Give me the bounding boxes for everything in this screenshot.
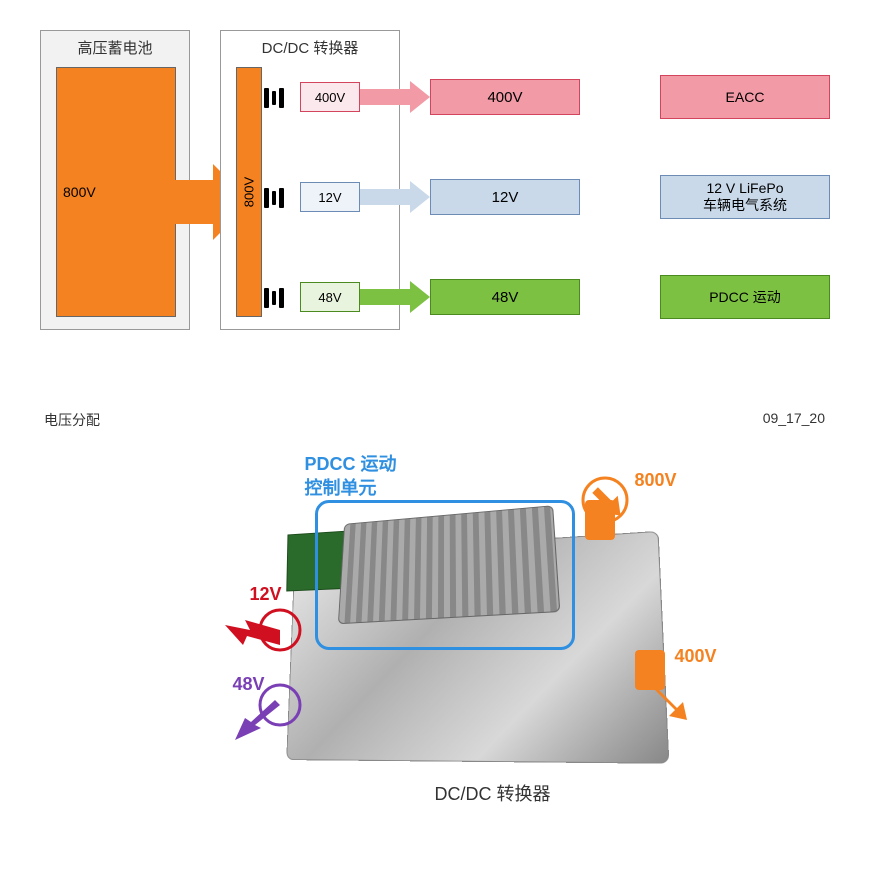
legend-line: 车辆电气系统 (703, 197, 787, 214)
output-arrow-stem (360, 189, 410, 205)
legend-box: 12 V LiFePo车辆电气系统 (660, 175, 830, 219)
output-small-box: 400V (300, 82, 360, 112)
battery-voltage-label: 800V (63, 184, 96, 200)
battery-box: 高压蓄电池 800V (40, 30, 190, 330)
pdcc-outline (315, 500, 575, 650)
battery-title: 高压蓄电池 (41, 31, 189, 58)
voltage-distribution-diagram: 高压蓄电池 800V DC/DC 转换器 800V 400V 400V EACC 12… (40, 30, 829, 350)
caption-left: 电压分配 (44, 410, 100, 430)
output-big-box: 400V (430, 79, 580, 115)
label-48v: 48V (233, 674, 265, 695)
legend-box: EACC (660, 75, 830, 119)
output-small-box: 48V (300, 282, 360, 312)
legend-line: PDCC 运动 (709, 289, 781, 306)
label-800v: 800V (635, 470, 677, 491)
output-arrow-head (410, 181, 430, 213)
output-arrow-head (410, 81, 430, 113)
converter-strip: 800V (236, 67, 262, 317)
arrow-400v-icon (635, 670, 705, 740)
label-400v: 400V (675, 646, 717, 667)
converter-title: DC/DC 转换器 (221, 31, 399, 58)
converter-photo-label: DC/DC 转换器 (435, 780, 551, 806)
coupling-bars (264, 188, 284, 208)
output-big-box: 48V (430, 279, 580, 315)
coupling-bars (264, 288, 284, 308)
output-arrow-stem (360, 89, 410, 105)
battery-fill: 800V (56, 67, 176, 317)
output-arrow-head (410, 281, 430, 313)
legend-line: 12 V LiFePo (706, 180, 783, 197)
pdcc-label-line2: 控制单元 (305, 474, 377, 500)
pdcc-label-line1: PDCC 运动 (305, 450, 397, 476)
label-12v: 12V (250, 584, 282, 605)
main-arrow-stem (175, 180, 213, 224)
caption-right: 09_17_20 (763, 410, 825, 430)
coupling-bars (264, 88, 284, 108)
output-big-box: 12V (430, 179, 580, 215)
arrow-12v-icon (225, 600, 305, 660)
output-small-box: 12V (300, 182, 360, 212)
converter-strip-label: 800V (242, 177, 257, 207)
output-arrow-stem (360, 289, 410, 305)
legend-box: PDCC 运动 (660, 275, 830, 319)
arrow-800v-icon (575, 470, 635, 530)
legend-line: EACC (726, 89, 765, 106)
converter-photo: PDCC 运动 控制单元 800V 400V 12V 48V DC/DC 转换器 (155, 450, 715, 830)
caption-row: 电压分配 09_17_20 (40, 410, 829, 430)
